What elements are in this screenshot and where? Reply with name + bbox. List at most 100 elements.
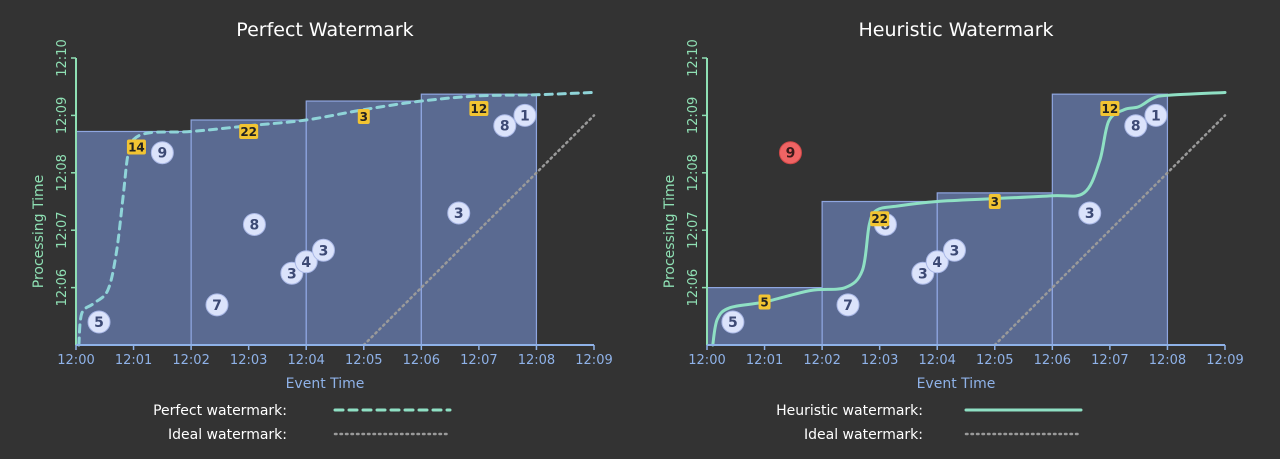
- event-circle: [1144, 103, 1168, 127]
- y-tick-label: 12:07: [686, 211, 701, 248]
- event-circle: [242, 212, 266, 236]
- watermark-count-badge: 22: [239, 123, 259, 139]
- x-tick-label: 12:04: [918, 353, 955, 368]
- window-pane-3: [305, 100, 422, 346]
- watermark-count-badge: 3: [988, 194, 1001, 209]
- event-value: 1: [520, 108, 530, 124]
- event-marker: 1: [1144, 103, 1168, 127]
- event-circle: [513, 103, 537, 127]
- watermark-count-badge: 12: [1100, 101, 1120, 117]
- event-value: 3: [454, 206, 464, 222]
- window-pane-4: [420, 93, 538, 346]
- badge-bg: [469, 101, 489, 117]
- event-circle: [721, 310, 745, 334]
- heuristic-watermark-line: [711, 90, 1227, 347]
- event-marker: 3: [447, 201, 471, 225]
- x-tick-label: 12:09: [575, 353, 612, 368]
- event-circle: [942, 238, 966, 262]
- y-tick-label: 12:08: [55, 154, 70, 191]
- x-tick-label: 12:08: [1149, 353, 1186, 368]
- x-tick-label: 12:06: [403, 353, 440, 368]
- event-value: 9: [786, 146, 796, 162]
- event-value: 8: [500, 119, 510, 135]
- legend-label: Perfect watermark:: [153, 403, 287, 419]
- x-axis-title: Event Time: [286, 376, 365, 392]
- event-circle: [447, 201, 471, 225]
- perfect-watermark-line: [77, 90, 596, 347]
- event-value: 3: [287, 266, 297, 282]
- event-marker: 7: [205, 293, 229, 317]
- event-marker: 9: [150, 141, 174, 165]
- badge-value: 5: [760, 295, 768, 309]
- event-marker: 7: [836, 293, 860, 317]
- legend-label: Ideal watermark:: [804, 427, 923, 443]
- x-tick-label: 12:07: [1091, 353, 1128, 368]
- y-axis-title: Processing Time: [662, 175, 678, 288]
- legend-label: Heuristic watermark:: [776, 403, 923, 419]
- late-event-marker: 9: [778, 141, 802, 165]
- x-tick-label: 12:03: [230, 353, 267, 368]
- event-circle: [836, 293, 860, 317]
- legend-label: Ideal watermark:: [168, 427, 287, 443]
- x-tick-label: 12:03: [861, 353, 898, 368]
- event-marker: 4: [925, 250, 949, 274]
- x-tick-label: 12:02: [803, 353, 840, 368]
- event-value: 3: [918, 266, 928, 282]
- x-axis-title: Event Time: [917, 376, 996, 392]
- y-axis-title: Processing Time: [31, 175, 47, 288]
- event-value: 5: [728, 315, 738, 331]
- badge-bg: [988, 194, 1001, 209]
- event-value: 3: [950, 243, 960, 259]
- y-tick-label: 12:08: [686, 154, 701, 191]
- badge-bg: [239, 123, 259, 139]
- event-circle: [205, 293, 229, 317]
- event-marker: 3: [942, 238, 966, 262]
- event-circle: [778, 141, 802, 165]
- y-tick-label: 12:09: [686, 97, 701, 134]
- y-tick-label: 12:10: [55, 39, 70, 76]
- event-value: 8: [250, 217, 260, 233]
- ideal-watermark-line: [362, 114, 596, 347]
- event-value: 1: [1151, 108, 1161, 124]
- chart-title: Perfect Watermark: [236, 19, 413, 41]
- x-tick-label: 12:01: [115, 353, 152, 368]
- badge-value: 22: [871, 212, 888, 226]
- badge-bg: [1100, 101, 1120, 117]
- event-value: 7: [212, 298, 222, 314]
- event-marker: 8: [242, 212, 266, 236]
- y-tick-label: 12:06: [686, 269, 701, 306]
- event-circle: [150, 141, 174, 165]
- event-circle: [493, 114, 517, 138]
- x-tick-label: 12:05: [345, 353, 382, 368]
- x-tick-label: 12:05: [976, 353, 1013, 368]
- event-marker: 1: [513, 103, 537, 127]
- badge-value: 3: [991, 195, 999, 209]
- event-value: 3: [1085, 206, 1095, 222]
- x-tick-label: 12:09: [1206, 353, 1243, 368]
- watermark-count-badge: 5: [758, 294, 771, 310]
- watermark-count-badge: 22: [870, 211, 890, 227]
- badge-value: 12: [1102, 102, 1119, 116]
- badge-bg: [870, 211, 890, 227]
- x-tick-label: 12:00: [688, 353, 725, 368]
- y-tick-label: 12:07: [55, 211, 70, 248]
- watermark-count-badge: 14: [126, 139, 146, 155]
- badge-value: 12: [471, 102, 488, 116]
- event-circle: [1124, 114, 1148, 138]
- chart-title: Heuristic Watermark: [858, 19, 1053, 41]
- event-value: 9: [157, 146, 167, 162]
- badge-value: 14: [128, 140, 145, 154]
- perfect-watermark-chart: Perfect Watermark 12:00 12:01 12:02 12:03 12:…: [31, 19, 613, 443]
- event-marker: 5: [721, 310, 745, 334]
- x-tick-label: 12:06: [1034, 353, 1071, 368]
- event-circle: [1078, 201, 1102, 225]
- event-circle: [925, 250, 949, 274]
- event-value: 4: [932, 255, 942, 271]
- ideal-watermark-line: [993, 114, 1227, 347]
- event-value: 4: [301, 255, 311, 271]
- event-marker: 3: [1078, 201, 1102, 225]
- x-tick-label: 12:07: [460, 353, 497, 368]
- badge-value: 3: [360, 110, 368, 124]
- event-marker: 5: [87, 310, 111, 334]
